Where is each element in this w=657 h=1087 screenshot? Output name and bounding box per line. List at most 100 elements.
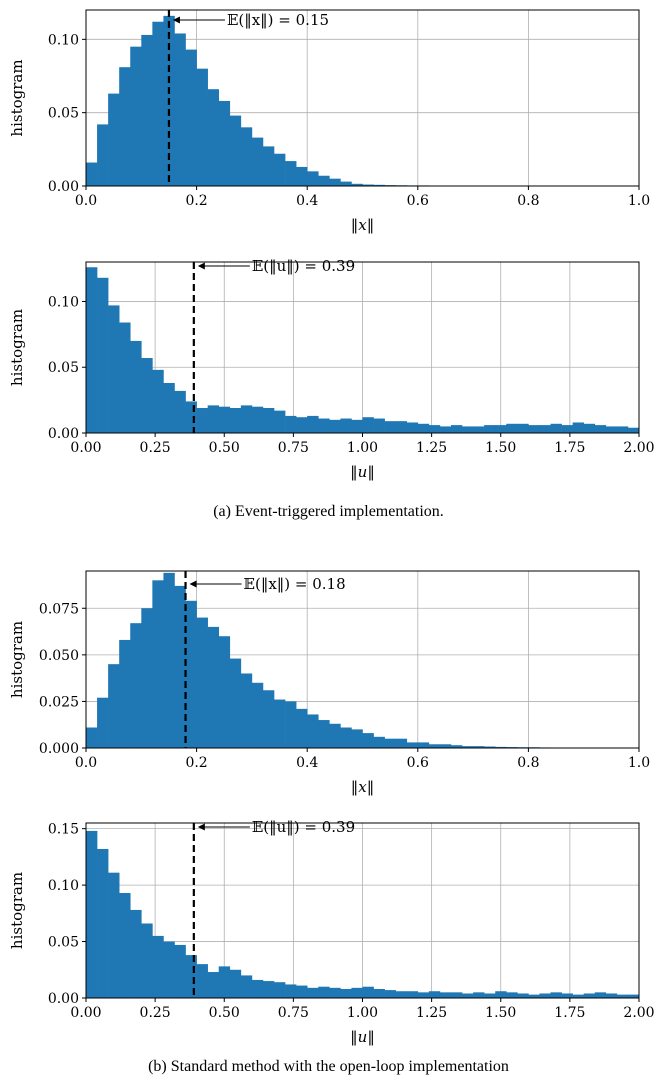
- histogram-bar: [130, 46, 142, 186]
- histogram-bar: [439, 744, 452, 748]
- histogram-bar: [97, 277, 109, 433]
- histogram-bar: [218, 100, 231, 186]
- histogram-bar: [351, 987, 363, 998]
- histogram-bar: [583, 993, 596, 998]
- histogram-bar: [307, 987, 319, 998]
- histogram-bar: [616, 994, 629, 998]
- histogram-bar: [251, 682, 264, 748]
- histogram-bar: [384, 990, 396, 998]
- histogram-bar: [185, 49, 197, 186]
- histogram-bar: [572, 422, 584, 433]
- x-axis-label: ‖x‖: [351, 778, 374, 796]
- x-tick-label: 0.0: [75, 755, 97, 771]
- histogram-bar: [616, 426, 629, 433]
- histogram-bar: [251, 137, 264, 186]
- histogram-bar: [229, 115, 242, 186]
- histogram-bar: [484, 425, 496, 433]
- histogram-bar: [174, 585, 186, 748]
- x-tick-label: 0.4: [296, 193, 318, 209]
- histogram-bar: [462, 426, 474, 433]
- annotation-arrowhead: [197, 262, 205, 270]
- histogram-bar: [307, 171, 319, 186]
- x-tick-label: 0.50: [209, 1005, 240, 1021]
- histogram-bar: [152, 21, 164, 186]
- histogram-bar: [285, 161, 297, 186]
- histogram-bar: [97, 848, 109, 998]
- x-tick-label: 1.25: [416, 1005, 447, 1021]
- histogram-bar: [517, 423, 529, 433]
- histogram-bar: [97, 124, 109, 186]
- histogram-bar: [340, 727, 352, 748]
- histogram-bar: [274, 982, 286, 998]
- x-tick-label: 0.2: [185, 193, 207, 209]
- panel-state-norm-open-loop: 𝔼(‖x‖) = 0.18 0.0 0.2 0.4 0.6 0.8 1.0 0.000 0.02…: [8, 570, 650, 796]
- axes-frame: [85, 570, 640, 749]
- histogram-bar: [406, 991, 419, 998]
- histogram-bar: [86, 830, 98, 998]
- histogram-bar: [450, 745, 463, 748]
- histogram-bar: [627, 427, 640, 433]
- histogram-bar: [462, 746, 474, 748]
- x-tick-label: 1.50: [485, 440, 516, 456]
- histogram-bar: [417, 992, 430, 998]
- histogram-bar: [373, 418, 385, 433]
- histogram-bar: [417, 423, 430, 433]
- histogram-bar: [262, 408, 275, 433]
- x-tick-label: 1.75: [554, 440, 585, 456]
- y-axis-label: histogram: [8, 309, 26, 386]
- histogram-bar: [97, 697, 109, 748]
- histogram-bar: [373, 184, 385, 186]
- histogram-bar: [495, 991, 507, 998]
- histogram-bar: [285, 701, 297, 748]
- histogram-bar: [395, 421, 408, 433]
- x-axis-label: ‖u‖: [350, 463, 375, 481]
- histogram-bar: [406, 742, 419, 748]
- histogram-bar: [362, 733, 374, 748]
- x-tick-label: 0.50: [209, 440, 240, 456]
- y-axis-label: histogram: [8, 621, 26, 698]
- y-tick-label: 0.00: [48, 179, 79, 195]
- histogram-bar: [439, 426, 452, 433]
- x-tick-label: 0.75: [278, 440, 309, 456]
- x-tick-label: 0.6: [407, 193, 429, 209]
- x-tick-label: 0.0: [75, 193, 97, 209]
- histogram-bar: [329, 987, 341, 998]
- y-tick-label: 0.050: [39, 648, 79, 664]
- histogram-bar: [384, 421, 396, 433]
- mean-annotation: 𝔼(‖x‖) = 0.18: [244, 575, 346, 593]
- histogram-bar: [340, 988, 352, 998]
- histogram-bar: [572, 994, 584, 998]
- y-axis-label: histogram: [8, 872, 26, 949]
- histogram-bar: [86, 267, 98, 433]
- y-tick-label: 0.10: [48, 294, 79, 310]
- histogram-bar: [450, 425, 463, 433]
- x-tick-label: 0.8: [517, 193, 539, 209]
- y-tick-label: 0.00: [48, 991, 79, 1007]
- histogram-bar: [362, 417, 374, 433]
- x-tick-label: 1.0: [628, 755, 650, 771]
- y-axis-label: histogram: [8, 59, 26, 136]
- histogram-bar: [484, 746, 496, 748]
- y-tick-label: 0.05: [48, 106, 79, 122]
- histogram-bar: [86, 162, 98, 186]
- histogram-bar: [285, 415, 297, 433]
- histogram-bar: [307, 714, 319, 748]
- histogram-bar: [185, 955, 197, 998]
- histogram-bar: [428, 744, 441, 748]
- histogram-bar: [174, 33, 186, 186]
- histogram-bar: [473, 426, 485, 433]
- histogram-bar: [240, 975, 253, 998]
- caption-a: (a) Event-triggered implementation.: [213, 503, 444, 520]
- histogram-bar: [240, 127, 253, 186]
- annotation-arrowhead: [197, 823, 205, 831]
- x-tick-label: 2.00: [623, 440, 654, 456]
- histogram-bar: [274, 699, 286, 748]
- histogram-bar: [141, 608, 153, 748]
- histogram-bar: [495, 425, 507, 433]
- histogram-bar: [119, 322, 131, 433]
- histogram-bar: [462, 993, 474, 998]
- histogram-bar: [119, 893, 131, 998]
- histogram-bar: [318, 175, 330, 186]
- histogram-bar: [362, 184, 374, 186]
- panel-input-norm-event-triggered: 𝔼(‖u‖) = 0.39 0.00 0.25 0.50 0.75 1.00 1.25 1.5…: [8, 257, 655, 481]
